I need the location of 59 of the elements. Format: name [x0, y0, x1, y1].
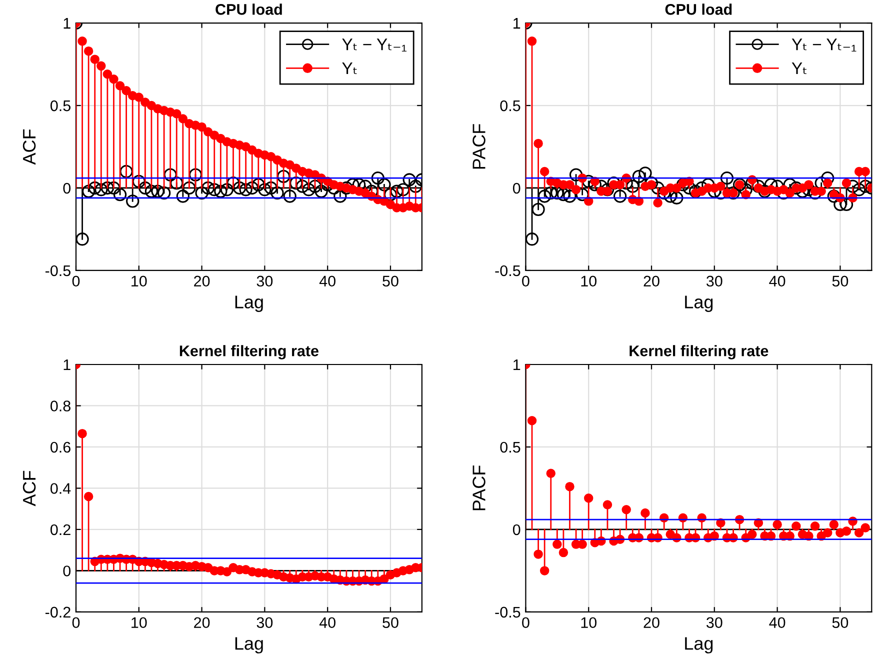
- chart-title: CPU load: [216, 4, 282, 15]
- y-tick-label: 1: [514, 18, 520, 29]
- x-tick-label: 10: [581, 276, 597, 287]
- y-tick-label: 0.2: [50, 524, 70, 536]
- y-tick-label: 0.6: [50, 442, 70, 453]
- x-axis-title: Lag: [685, 296, 713, 312]
- y-axis-title: PACF: [472, 124, 486, 169]
- y-tick-label: 1: [514, 360, 520, 370]
- y-tick-label: 0.5: [50, 100, 70, 112]
- x-tick-label: 10: [132, 276, 147, 287]
- y-axis-title: ACF: [22, 129, 36, 165]
- legend-label: Yₜ − Yₜ₋₁: [342, 38, 406, 52]
- x-tick-label: 50: [832, 276, 848, 287]
- x-axis-title: Lag: [685, 637, 713, 654]
- x-tick-label: 20: [194, 276, 210, 287]
- x-tick-label: 0: [72, 276, 80, 287]
- x-tick-label: 30: [256, 617, 273, 628]
- y-tick-label: 1: [64, 360, 70, 370]
- x-tick-label: 30: [706, 276, 722, 287]
- chart-title: Kernel filtering rate: [630, 345, 768, 360]
- y-tick-label: 1: [64, 18, 70, 29]
- y-tick-label: 0: [63, 182, 71, 194]
- x-tick-label: 0: [72, 617, 80, 628]
- y-tick-label: -0.5: [45, 265, 70, 276]
- x-tick-label: 40: [319, 617, 336, 628]
- y-tick-label: -0.2: [45, 606, 70, 618]
- chart-title: Kernel filtering rate: [180, 345, 318, 360]
- y-tick-label: -0.5: [495, 265, 520, 276]
- x-tick-label: 40: [769, 617, 786, 628]
- x-tick-label: 50: [382, 276, 398, 287]
- legend-label: Yₜ: [342, 62, 357, 74]
- x-tick-label: 20: [644, 617, 660, 628]
- y-tick-label: -0.5: [495, 606, 520, 618]
- y-tick-label: 0: [63, 566, 71, 576]
- x-tick-label: 50: [832, 617, 848, 628]
- x-tick-label: 20: [194, 617, 210, 628]
- x-tick-label: 10: [132, 617, 147, 628]
- y-tick-label: 0.8: [50, 400, 70, 412]
- x-tick-label: 50: [382, 617, 398, 628]
- chart-title: CPU load: [665, 4, 732, 15]
- y-axis-title: PACF: [472, 466, 486, 510]
- x-axis-title: Lag: [235, 296, 263, 312]
- y-tick-label: 0.5: [500, 442, 520, 453]
- x-tick-label: 30: [706, 617, 722, 628]
- x-axis-title: Lag: [235, 637, 263, 654]
- y-axis-title: ACF: [22, 470, 36, 506]
- y-tick-label: 0: [512, 524, 520, 536]
- x-tick-label: 0: [522, 617, 530, 628]
- y-tick-label: 0.4: [50, 483, 71, 494]
- x-tick-label: 10: [581, 617, 597, 628]
- x-tick-label: 40: [319, 276, 336, 287]
- legend-label: Yₜ − Yₜ₋₁: [792, 38, 856, 52]
- x-tick-label: 0: [522, 276, 530, 287]
- x-tick-label: 40: [769, 276, 786, 287]
- legend-label: Yₜ: [792, 62, 806, 74]
- x-tick-label: 20: [644, 276, 660, 287]
- y-tick-label: 0.5: [500, 100, 520, 112]
- x-tick-label: 30: [256, 276, 273, 287]
- y-tick-label: 0: [512, 182, 520, 194]
